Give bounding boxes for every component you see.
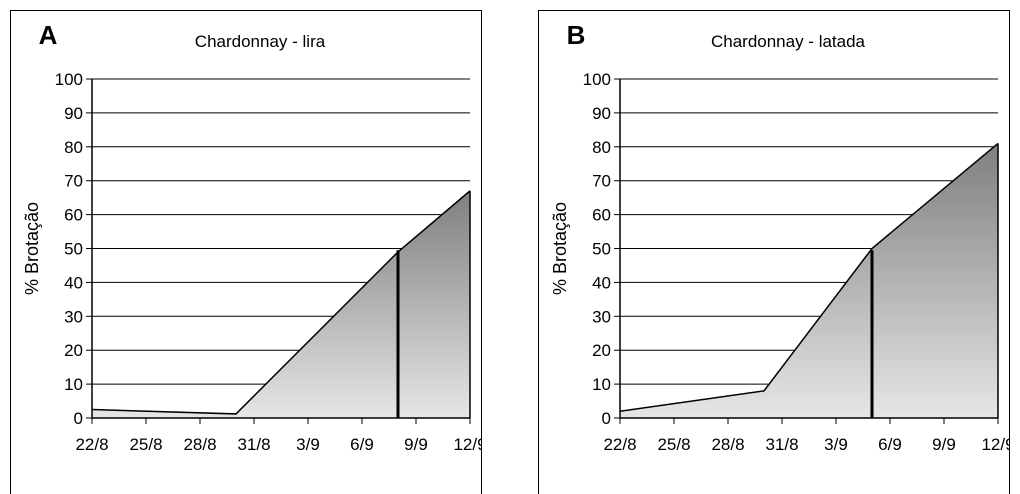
y-tick-label: 100 <box>583 70 611 89</box>
y-tick-label: 20 <box>592 341 611 360</box>
y-tick-label: 80 <box>64 138 83 157</box>
x-tick-label: 12/9 <box>981 435 1010 454</box>
panel-frame <box>538 10 1010 494</box>
x-tick-label: 12/9 <box>453 435 482 454</box>
x-tick-label: 3/9 <box>824 435 848 454</box>
x-tick-label: 25/8 <box>657 435 690 454</box>
chart-title: Chardonnay - latada <box>711 32 866 51</box>
x-tick-label: 22/8 <box>75 435 108 454</box>
y-tick-label: 70 <box>64 172 83 191</box>
x-tick-label: 28/8 <box>183 435 216 454</box>
y-tick-label: 80 <box>592 138 611 157</box>
x-tick-label: 9/9 <box>932 435 956 454</box>
y-tick-label: 50 <box>64 240 83 259</box>
area-fill <box>92 190 470 418</box>
y-tick-label: 60 <box>592 206 611 225</box>
x-tick-label: 6/9 <box>350 435 374 454</box>
x-tick-label: 31/8 <box>765 435 798 454</box>
x-tick-label: 28/8 <box>711 435 744 454</box>
x-tick-label: 25/8 <box>129 435 162 454</box>
y-tick-label: 0 <box>602 409 611 428</box>
x-tick-label: 9/9 <box>404 435 428 454</box>
y-tick-label: 30 <box>592 307 611 326</box>
y-tick-label: 0 <box>74 409 83 428</box>
series-line <box>91 190 471 415</box>
chart-panel-a: A Chardonnay - lira 0 10 20 30 40 50 60 70 80 90 100… <box>10 0 482 494</box>
y-tick-label: 10 <box>64 375 83 394</box>
y-axis-label: % Brotação <box>550 202 570 295</box>
chart-a-svg: A Chardonnay - lira 0 10 20 30 40 50 60 70 80 90 100… <box>10 10 482 494</box>
x-tick-label: 22/8 <box>603 435 636 454</box>
y-tick-label: 20 <box>64 341 83 360</box>
y-tick-label: 50 <box>592 240 611 259</box>
y-tick-label: 100 <box>55 70 83 89</box>
y-tick-label: 70 <box>592 172 611 191</box>
chart-b-svg: B Chardonnay - latada 0 10 20 30 40 50 60 70 80 90 1… <box>538 10 1010 494</box>
y-tick-label: 10 <box>592 375 611 394</box>
panel-label: A <box>39 20 58 50</box>
x-tick-label: 31/8 <box>237 435 270 454</box>
series-line <box>619 142 999 412</box>
y-tick-label: 90 <box>592 104 611 123</box>
x-tick-label: 6/9 <box>878 435 902 454</box>
chart-panel-b: B Chardonnay - latada 0 10 20 30 40 50 60 70 80 90 1… <box>538 0 1010 494</box>
panel-label: B <box>567 20 586 50</box>
y-tick-label: 30 <box>64 307 83 326</box>
panel-frame <box>10 10 482 494</box>
y-axis-label: % Brotação <box>22 202 42 295</box>
y-tick-label: 40 <box>592 273 611 292</box>
y-tick-label: 40 <box>64 273 83 292</box>
chart-title: Chardonnay - lira <box>195 32 326 51</box>
x-tick-label: 3/9 <box>296 435 320 454</box>
y-tick-label: 90 <box>64 104 83 123</box>
area-fill <box>620 143 998 418</box>
y-tick-label: 60 <box>64 206 83 225</box>
